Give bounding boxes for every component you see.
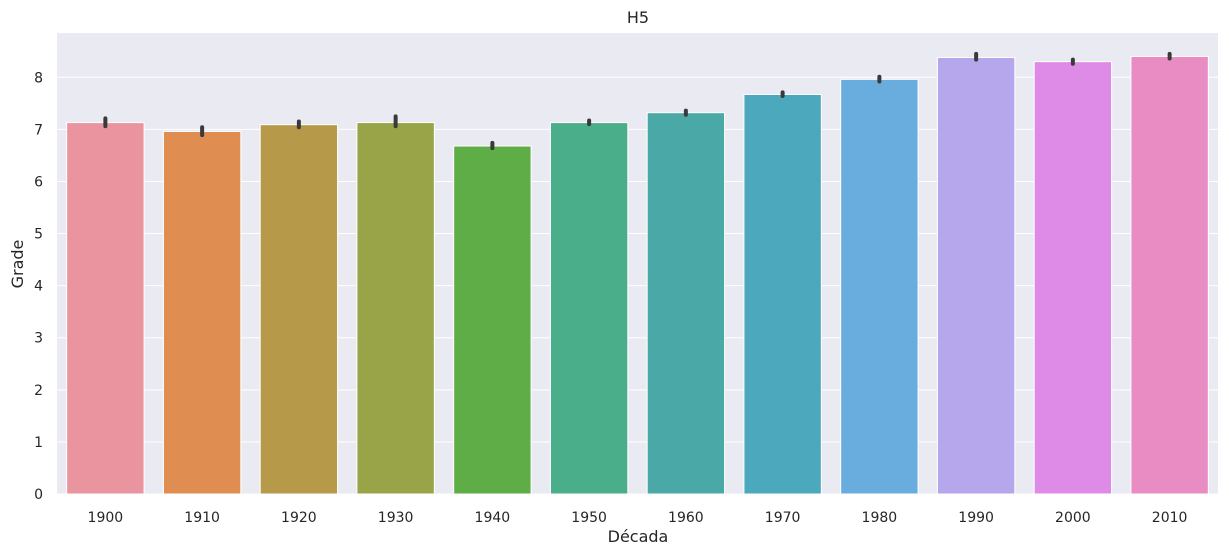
bar-1960 xyxy=(646,112,726,495)
y-tick-label: 7 xyxy=(34,122,43,138)
x-tick-label: 2000 xyxy=(1055,510,1091,526)
x-tick-label: 1960 xyxy=(668,510,704,526)
y-tick-label: 1 xyxy=(34,435,43,451)
bar-1910 xyxy=(162,130,242,495)
y-tick-label: 2 xyxy=(34,383,43,399)
x-tick-label: 1980 xyxy=(862,510,898,526)
x-tick-label: 1970 xyxy=(765,510,801,526)
x-axis-label: Década xyxy=(608,527,669,546)
y-tick-labels: 0 1 2 3 4 5 6 7 8 xyxy=(34,70,43,503)
bar-1990 xyxy=(936,56,1016,495)
x-tick-label: 1900 xyxy=(88,510,124,526)
bar-1930 xyxy=(356,122,435,495)
plot-area xyxy=(57,33,1218,494)
bar-1900 xyxy=(66,122,145,495)
x-tick-label: 1990 xyxy=(958,510,994,526)
bar-1950 xyxy=(549,122,629,495)
gridlines xyxy=(57,76,1218,495)
y-tick-label: 0 xyxy=(34,487,43,503)
x-tick-label: 1930 xyxy=(378,510,414,526)
bar-2000 xyxy=(1033,61,1113,495)
y-tick-label: 6 xyxy=(34,174,43,190)
x-tick-label: 1940 xyxy=(475,510,511,526)
x-tick-labels: 1900 1910 1920 1930 1940 1950 1960 1970 1980 1990… xyxy=(88,510,1188,526)
x-tick-label: 1920 xyxy=(281,510,317,526)
bar-1980 xyxy=(840,78,919,495)
bars xyxy=(66,55,1209,495)
y-axis-label: Grade xyxy=(8,240,27,289)
bar-1970 xyxy=(743,93,822,495)
y-tick-label: 5 xyxy=(34,227,43,243)
error-bars xyxy=(103,51,1172,151)
bar-1920 xyxy=(259,124,339,495)
bar-1940 xyxy=(453,145,532,495)
y-tick-label: 3 xyxy=(34,331,43,347)
x-tick-label: 2010 xyxy=(1152,510,1188,526)
chart-title: H5 xyxy=(627,8,649,27)
x-tick-label: 1910 xyxy=(184,510,220,526)
y-tick-label: 4 xyxy=(34,279,43,295)
x-tick-label: 1950 xyxy=(571,510,607,526)
bar-2010 xyxy=(1130,55,1209,495)
y-tick-label: 8 xyxy=(34,70,43,86)
